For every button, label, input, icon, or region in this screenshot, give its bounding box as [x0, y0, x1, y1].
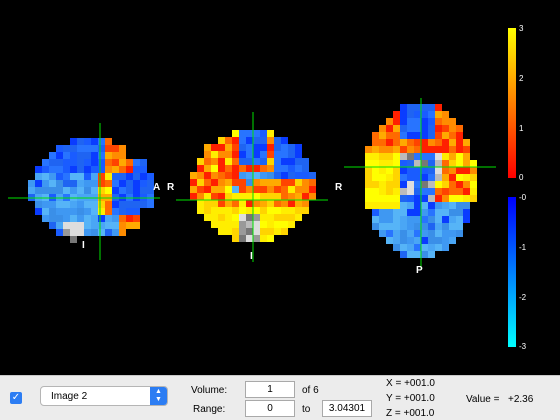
- volume-label: Volume:: [191, 385, 228, 396]
- coronal-slice[interactable]: [190, 130, 316, 242]
- coord-z: Z = +001.0: [386, 408, 435, 419]
- positive-colorbar: [508, 28, 516, 178]
- image-select-value: Image 2: [51, 391, 88, 402]
- coronal-right-label: R: [167, 182, 175, 193]
- chevron-updown-icon: ▲ ▼: [150, 387, 167, 405]
- colorbar-tick-3: 3: [519, 24, 524, 33]
- colorbar-tick-0: 0: [519, 173, 524, 182]
- overlay-checkbox[interactable]: ✓: [10, 392, 22, 404]
- sagittal-slice[interactable]: [28, 138, 154, 243]
- colorbar-tick-2: 2: [519, 74, 524, 83]
- negative-colorbar: [508, 197, 516, 347]
- axial-slice[interactable]: [365, 104, 477, 258]
- coord-x: X = +001.0: [386, 378, 435, 389]
- control-panel: ✓ Image 2 ▲ ▼ Volume: 1 of 6 Range: 0 to …: [0, 375, 560, 420]
- image-select[interactable]: Image 2 ▲ ▼: [40, 386, 168, 406]
- range-min-input[interactable]: 0: [245, 400, 295, 417]
- coronal-inferior-label: I: [250, 251, 253, 262]
- range-label: Range:: [193, 404, 226, 415]
- colorbar-tick-neg1: -1: [519, 243, 527, 252]
- range-to-label: to: [302, 404, 311, 415]
- axial-right-label: R: [335, 182, 343, 193]
- image-viewer[interactable]: A I R I R P 3 2 1 0 -0 -1 -2 -3: [0, 0, 560, 375]
- value-label: Value =: [466, 394, 500, 405]
- colorbar-tick-1: 1: [519, 124, 524, 133]
- range-max-input[interactable]: 3.04301: [322, 400, 372, 417]
- colorbar-tick-neg0: -0: [519, 193, 527, 202]
- colorbar-tick-neg3: -3: [519, 342, 527, 351]
- colorbar-tick-neg2: -2: [519, 293, 527, 302]
- brain-slices[interactable]: [0, 0, 560, 375]
- axial-posterior-label: P: [416, 265, 423, 276]
- volume-input[interactable]: 1: [245, 381, 295, 398]
- coord-y: Y = +001.0: [386, 393, 435, 404]
- value-readout: +2.36: [508, 394, 534, 405]
- volume-total: of 6: [302, 385, 319, 396]
- sagittal-anterior-label: A: [153, 182, 161, 193]
- sagittal-inferior-label: I: [82, 240, 85, 251]
